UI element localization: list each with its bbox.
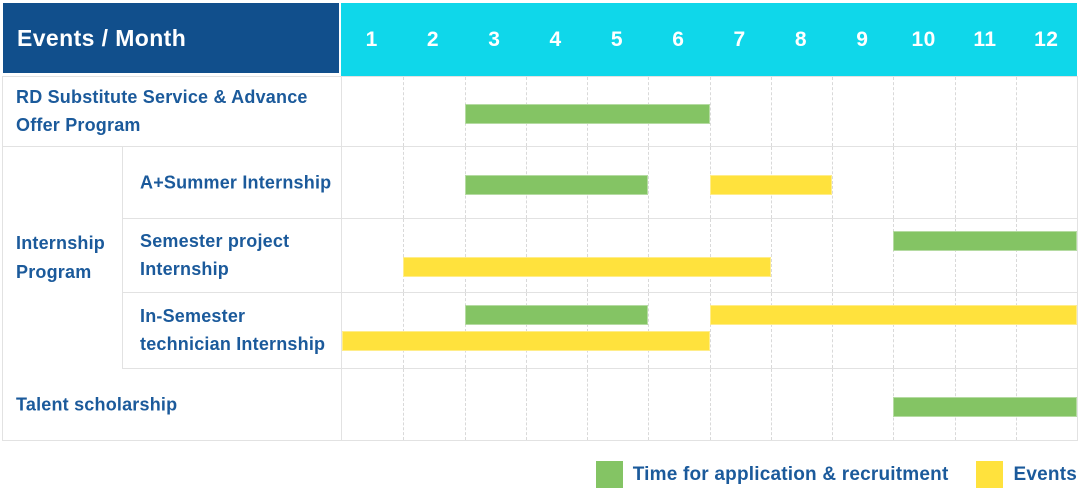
application-period-bar — [893, 396, 1077, 417]
row-in-semester-technician-internship: In-Semester technician Internship — [3, 293, 1077, 369]
month-gridline — [648, 147, 650, 218]
month-gridline — [1015, 219, 1017, 292]
month-header-cell: 5 — [610, 27, 624, 51]
month-gridline — [587, 369, 588, 440]
month-gridline — [709, 77, 711, 146]
gantt-table-body: RD Substitute Service & Advance Offer Pr… — [2, 76, 1078, 441]
month-header-cell: 11 — [973, 27, 997, 51]
month-gridline — [648, 293, 650, 368]
legend: Time for application & recruitment Event… — [595, 461, 1077, 488]
application-period-bar — [893, 231, 1077, 251]
row-talent-scholarship: Talent scholarship — [3, 369, 1077, 440]
month-header-cell: 1 — [365, 27, 378, 51]
month-gridline — [403, 219, 405, 292]
internship-program-group-cell: Internship Program — [3, 147, 123, 369]
row-chart-area — [341, 369, 1077, 440]
month-gridline — [709, 219, 711, 292]
row-rd-substitute-service: RD Substitute Service & Advance Offer Pr… — [3, 77, 1077, 147]
legend-green-swatch — [595, 461, 623, 488]
group-label: Internship Program — [16, 233, 106, 282]
legend-event-label: Events — [1013, 463, 1077, 485]
month-gridline — [954, 219, 956, 292]
row-label: In-Semester technician Internship — [140, 305, 326, 355]
month-gridline — [893, 219, 895, 292]
month-header-cell: 7 — [733, 27, 746, 51]
month-header-cell: 6 — [672, 27, 685, 51]
row-label: Talent scholarship — [16, 394, 178, 415]
month-gridline — [525, 293, 527, 368]
month-gridline — [525, 219, 527, 292]
legend-application-label: Time for application & recruitment — [632, 463, 949, 485]
row-label: A+Summer Internship — [140, 172, 332, 193]
month-gridline — [893, 77, 895, 146]
row-a-plus-summer-internship: A+Summer Internship — [3, 147, 1077, 219]
month-gridline — [587, 219, 588, 292]
event-period-bar — [342, 331, 710, 351]
month-gridline — [832, 219, 833, 292]
month-gridline — [709, 293, 711, 368]
months-header-band: 1 2 3 4 5 6 7 8 9 10 11 12 — [341, 3, 1077, 76]
month-gridline — [832, 293, 833, 368]
row-label: Semester project Internship — [140, 230, 290, 280]
month-gridline — [770, 369, 772, 440]
month-gridline — [893, 293, 895, 368]
legend-yellow-swatch — [976, 461, 1004, 488]
row-label: RD Substitute Service & Advance Offer Pr… — [16, 86, 308, 136]
month-gridline — [832, 77, 833, 146]
month-header-cell: 9 — [856, 27, 869, 51]
month-gridline — [648, 369, 650, 440]
month-gridline — [1015, 293, 1017, 368]
row-chart-area — [341, 293, 1077, 368]
events-month-header-cell: Events / Month — [3, 3, 339, 73]
application-period-bar — [464, 305, 649, 325]
row-chart-area — [341, 77, 1077, 146]
month-gridline — [587, 293, 588, 368]
row-chart-area — [341, 147, 1077, 218]
row-semester-project-internship: Semester project Internship — [3, 219, 1077, 293]
month-gridline — [893, 147, 895, 218]
row-chart-area — [341, 219, 1077, 292]
month-gridline — [954, 147, 956, 218]
month-header-cell: 3 — [488, 27, 501, 51]
month-gridline — [954, 293, 956, 368]
month-gridline — [770, 219, 772, 292]
month-header-cell: 2 — [426, 27, 440, 51]
month-gridline — [464, 219, 466, 292]
month-gridline — [954, 77, 956, 146]
month-header-cell: 10 — [911, 27, 936, 51]
month-gridline — [770, 77, 772, 146]
month-header-cell: 4 — [549, 27, 562, 51]
month-gridline — [770, 293, 772, 368]
application-period-bar — [464, 103, 710, 124]
month-gridline — [832, 147, 833, 218]
application-period-bar — [464, 174, 649, 195]
month-gridline — [464, 293, 466, 368]
month-gridline — [1015, 147, 1017, 218]
event-period-bar — [709, 174, 832, 195]
month-gridline — [403, 147, 405, 218]
month-gridline — [832, 369, 833, 440]
month-gridline — [709, 369, 711, 440]
month-gridline — [403, 77, 405, 146]
month-gridline — [403, 369, 405, 440]
month-gridline — [525, 369, 527, 440]
month-gridline — [1015, 77, 1017, 146]
month-gridline — [403, 293, 405, 368]
event-period-bar — [403, 257, 771, 277]
month-gridline — [464, 369, 466, 440]
event-period-bar — [709, 305, 1077, 325]
month-header-cell: 12 — [1034, 27, 1059, 51]
events-month-header-label: Events / Month — [17, 24, 187, 51]
month-header-cell: 8 — [794, 27, 808, 51]
month-gridline — [648, 219, 650, 292]
